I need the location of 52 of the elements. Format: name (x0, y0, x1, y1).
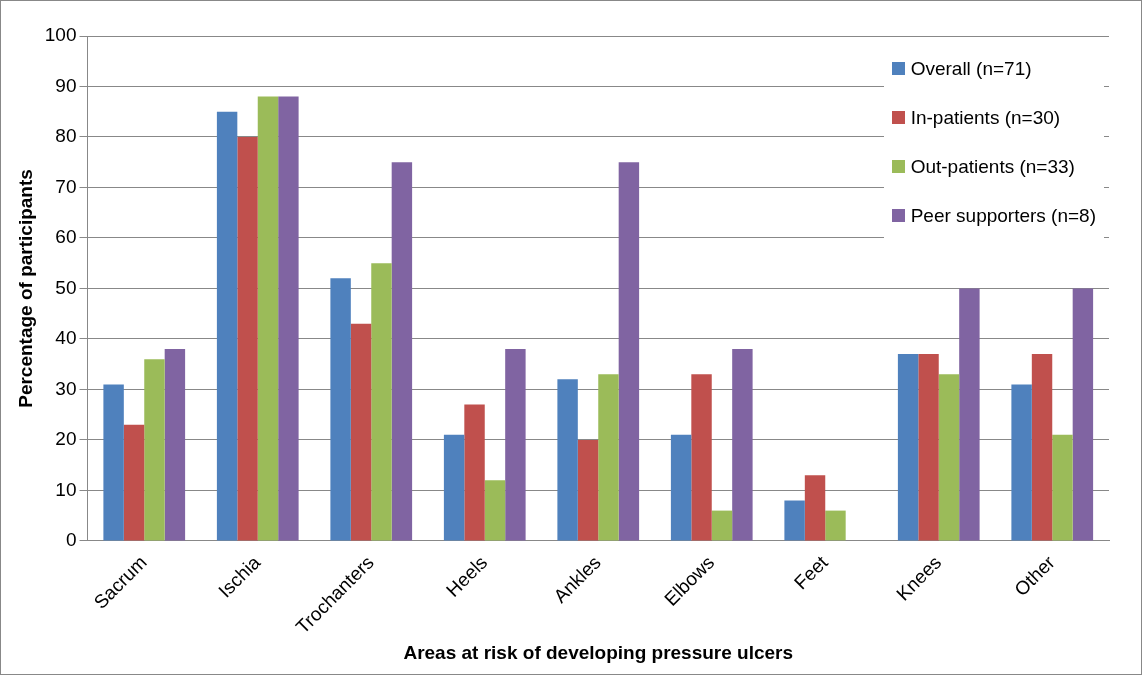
bar (257, 96, 279, 541)
bar (391, 162, 413, 541)
bar (216, 111, 238, 541)
bar (443, 434, 465, 541)
legend-label: In-patients (n=30) (910, 106, 1061, 129)
bar (598, 374, 619, 541)
bar (938, 374, 960, 541)
bar (1052, 434, 1073, 541)
bar (350, 323, 372, 541)
y-tick-label: 70 (55, 175, 77, 197)
x-axis-title: Areas at risk of developing pressure ulcers (403, 641, 794, 663)
y-tick-label: 10 (55, 478, 77, 500)
y-tick-label: 100 (44, 24, 77, 46)
y-tick-label: 40 (55, 327, 77, 349)
bar (691, 374, 712, 541)
y-tick-label: 50 (55, 276, 77, 298)
bar (711, 510, 733, 541)
bar (464, 404, 485, 541)
y-tick-label: 20 (55, 428, 77, 450)
bar (1011, 384, 1032, 541)
bar (959, 288, 980, 541)
y-tick-label: 90 (55, 74, 77, 96)
bar (784, 500, 805, 541)
bar (897, 354, 919, 541)
legend-label: Peer supporters (n=8) (910, 204, 1096, 227)
y-axis-title: Percentage of participants (14, 169, 36, 408)
bar (1072, 288, 1094, 541)
y-tick-label: 30 (55, 377, 77, 399)
legend-label: Out-patients (n=33) (910, 155, 1075, 178)
bar (144, 359, 165, 541)
bar (103, 384, 124, 541)
bar (577, 439, 599, 541)
bar (484, 480, 506, 541)
bar (804, 475, 826, 541)
bar (618, 162, 640, 541)
bar (670, 434, 692, 541)
bar (164, 349, 186, 541)
y-tick-label: 80 (55, 125, 77, 147)
bar (825, 510, 846, 541)
bar (237, 136, 258, 541)
bar (557, 379, 578, 541)
bar (732, 349, 753, 541)
bar (1031, 354, 1053, 541)
legend-label: Overall (n=71) (910, 57, 1032, 80)
bar (371, 263, 392, 541)
bar (330, 278, 351, 541)
bar (278, 96, 299, 541)
y-tick-label: 60 (55, 226, 77, 248)
bar (505, 349, 526, 541)
y-tick-label: 0 (65, 529, 77, 551)
bar (123, 424, 145, 541)
bar (918, 354, 939, 541)
